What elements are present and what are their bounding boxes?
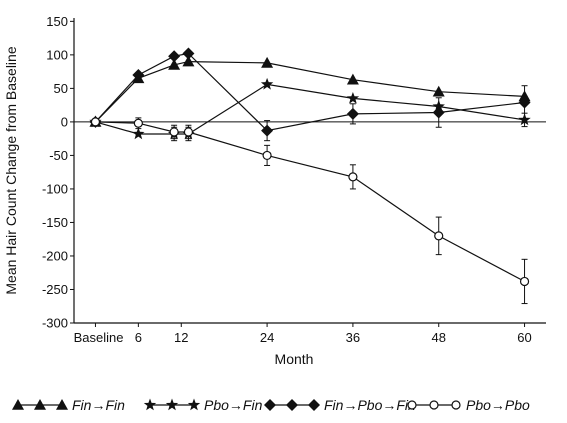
y-tick-label: -150	[42, 215, 68, 230]
y-tick-label: -200	[42, 248, 68, 263]
data-point	[260, 77, 274, 90]
data-point	[262, 150, 272, 161]
series-layer	[89, 47, 531, 305]
legend-marker	[165, 398, 179, 411]
legend-marker	[286, 399, 298, 411]
x-tick-label: Baseline	[74, 330, 124, 345]
series-circle-open	[90, 117, 530, 305]
data-point	[132, 68, 145, 81]
data-point	[182, 55, 195, 67]
legend-item: Fin→Fin	[12, 397, 125, 413]
data-point	[132, 127, 145, 140]
y-tick-label: -100	[42, 181, 68, 196]
series-line	[95, 52, 525, 132]
data-point	[346, 91, 360, 104]
legend-item: Pbo→Fin	[143, 397, 263, 413]
chart-axes	[73, 18, 546, 324]
data-point	[432, 106, 445, 119]
legend-marker	[407, 400, 417, 410]
data-point	[261, 56, 274, 68]
legend-marker	[56, 399, 68, 410]
series-line	[95, 121, 525, 282]
series-diamond	[89, 47, 531, 142]
y-tick-label: 100	[46, 47, 68, 62]
y-tick-label: 50	[54, 81, 68, 96]
data-point	[346, 107, 359, 120]
legend-marker	[429, 400, 439, 410]
data-point	[182, 47, 195, 60]
y-axis-ticks: 150 100 50 0 -50 -100 -150 -200 -250 -300	[42, 14, 74, 331]
data-point	[519, 276, 530, 287]
data-point	[348, 172, 358, 182]
legend-marker	[187, 398, 201, 411]
legend-label: Fin→Pbo→Fin	[324, 397, 416, 413]
data-point	[518, 96, 531, 109]
legend-label: Fin→Fin	[72, 397, 125, 413]
legend-item: Pbo→Pbo	[407, 397, 530, 413]
legend-marker	[12, 399, 24, 410]
y-tick-label: -300	[42, 316, 68, 331]
x-tick-label: 6	[135, 330, 142, 345]
legend-marker	[451, 400, 461, 410]
data-point	[183, 127, 194, 137]
legend-marker	[264, 399, 276, 411]
x-tick-label: 48	[431, 330, 445, 345]
legend-label: Pbo→Fin	[204, 397, 263, 413]
data-point	[133, 118, 143, 128]
x-tick-label: 24	[260, 330, 274, 345]
y-tick-label: 150	[46, 14, 68, 29]
data-point	[432, 85, 445, 97]
data-point	[346, 73, 359, 85]
legend-marker	[34, 399, 46, 410]
data-point	[434, 231, 444, 241]
legend-marker	[308, 399, 320, 411]
series-line	[95, 60, 525, 123]
series-line	[95, 83, 525, 135]
legend-item: Fin→Pbo→Fin	[264, 397, 416, 413]
data-point	[261, 124, 274, 137]
x-axis-title: Month	[275, 351, 314, 367]
legend-marker	[143, 398, 157, 411]
x-tick-label: 60	[517, 330, 531, 345]
data-point	[169, 127, 179, 137]
legend: Fin→Fin Pbo→Fin Fin→Pbo→Fin Pbo→Pbo	[12, 397, 530, 413]
data-point	[168, 58, 181, 70]
x-tick-label: 36	[346, 330, 360, 345]
y-tick-label: 0	[61, 114, 68, 129]
y-tick-label: -50	[49, 148, 68, 163]
x-axis-ticks: Baseline 6 12 24 36 48 60	[74, 323, 532, 345]
y-axis-title: Mean Hair Count Change from Baseline	[3, 46, 19, 294]
legend-label: Pbo→Pbo	[466, 397, 530, 413]
x-tick-label: 12	[174, 330, 188, 345]
y-tick-label: -250	[42, 282, 68, 297]
data-point	[168, 50, 181, 63]
data-point	[90, 117, 101, 127]
